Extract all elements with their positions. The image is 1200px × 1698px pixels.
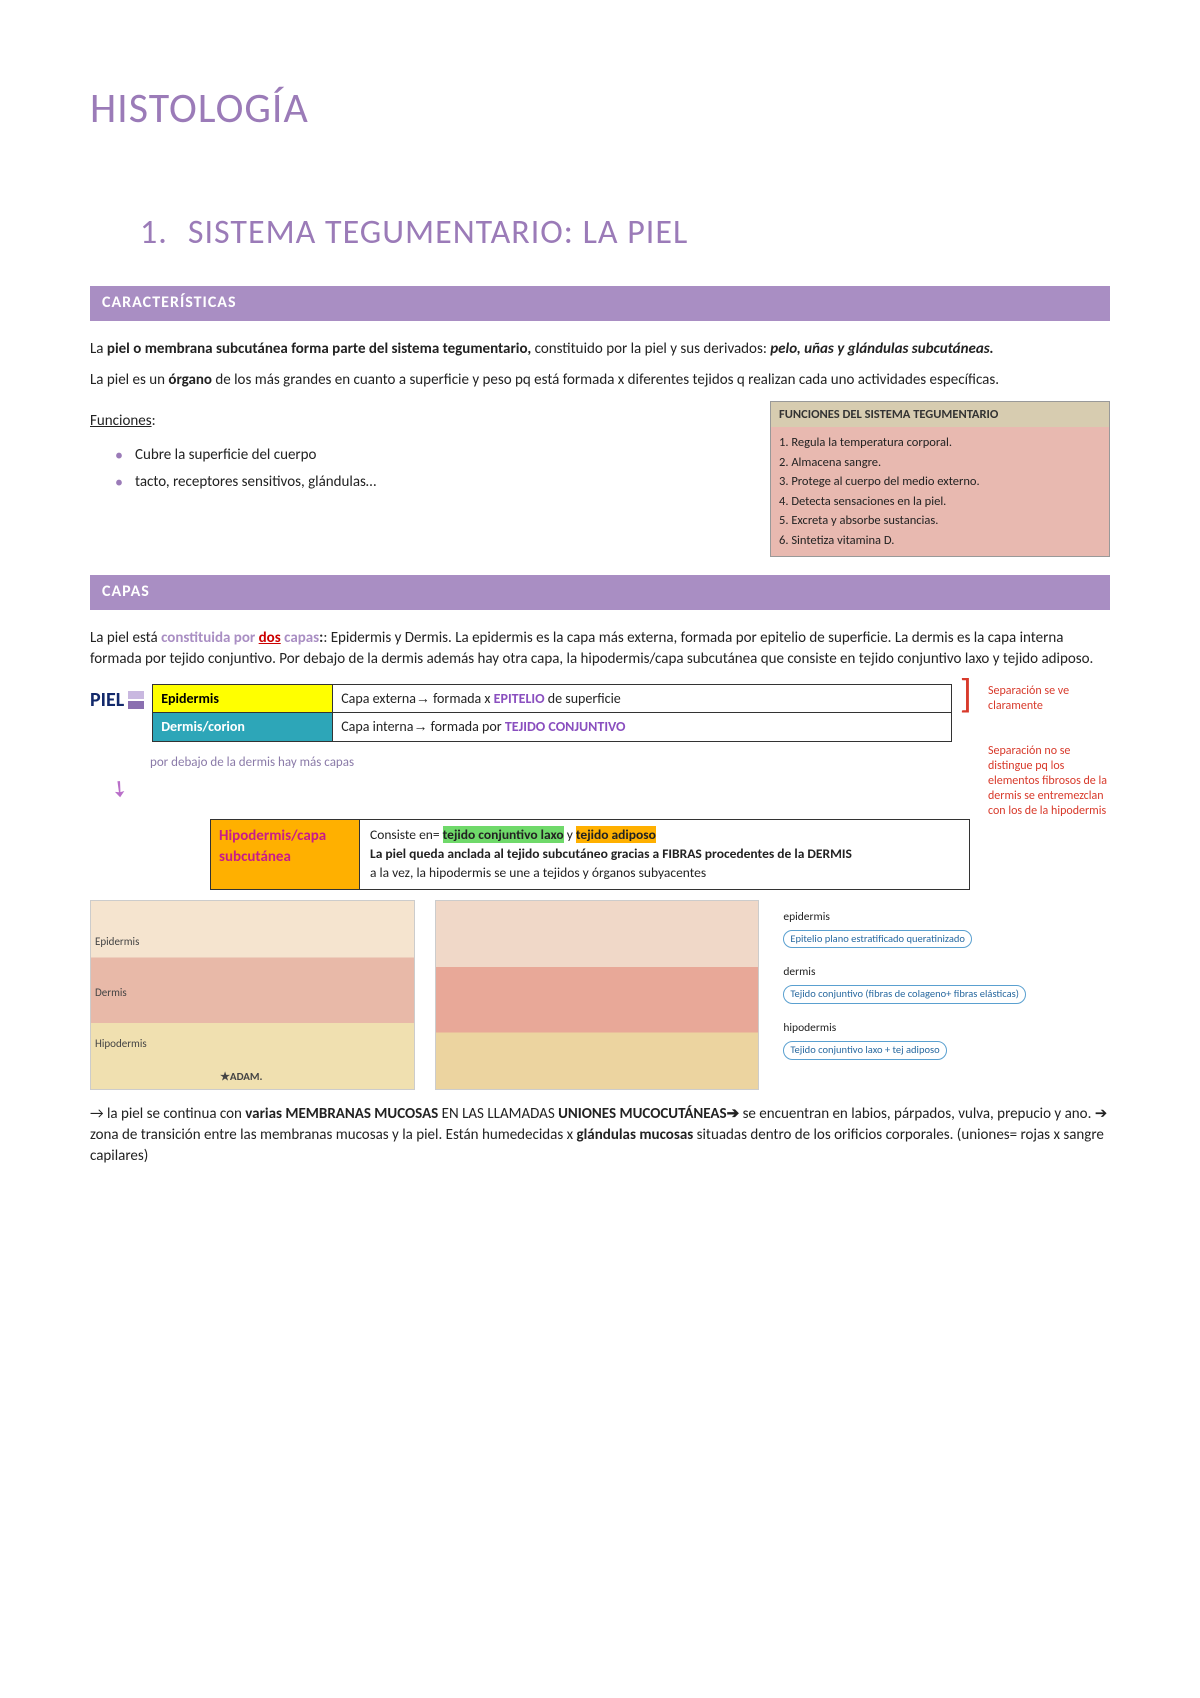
layers-diagram: PIEL Epidermis Capa externa→ formada x E… bbox=[90, 684, 1110, 742]
illustration-row: Epidermis Dermis Hipodermis ★ADAM. epide… bbox=[90, 900, 1110, 1090]
funciones-list: Cubre la superficie del cuerpo tacto, re… bbox=[90, 442, 740, 496]
skin-illustration-1: Epidermis Dermis Hipodermis ★ADAM. bbox=[90, 900, 415, 1090]
cell-dermis-desc: Capa interna→ formada por TEJIDO CONJUNT… bbox=[333, 713, 952, 742]
list-item: Cubre la superficie del cuerpo bbox=[135, 442, 740, 469]
funciones-box: FUNCIONES DEL SISTEMA TEGUMENTARIO 1. Re… bbox=[770, 401, 1110, 558]
bracket-icon: ] bbox=[960, 684, 972, 704]
cell-dermis: Dermis/corion bbox=[153, 713, 333, 742]
skin-illustration-2 bbox=[435, 900, 760, 1090]
band-capas: CAPAS bbox=[90, 575, 1110, 609]
funcbox-item: 5. Excreta y absorbe sustancias. bbox=[779, 511, 1101, 531]
funcbox-item: 2. Almacena sangre. bbox=[779, 453, 1101, 473]
capas-paragraph: La piel está constituida por dos capas::… bbox=[90, 628, 1110, 670]
arrow-down-icon: ➘ bbox=[102, 772, 136, 807]
intro-paragraph-2: La piel es un órgano de los más grandes … bbox=[90, 370, 1110, 391]
hipodermis-row: Hipodermis/capasubcutánea Consiste en= t… bbox=[210, 819, 970, 890]
page-title: HISTOLOGÍA bbox=[90, 80, 1110, 139]
cell-epidermis: Epidermis bbox=[153, 684, 333, 713]
skin-illustration-legend: epidermis Epitelio plano estratificado q… bbox=[779, 900, 1110, 1090]
funcbox-item: 1. Regula la temperatura corporal. bbox=[779, 433, 1101, 453]
section-number: 1. bbox=[140, 212, 168, 253]
section-text: SISTEMA TEGUMENTARIO: LA PIEL bbox=[188, 212, 688, 253]
note-under: por debajo de la dermis hay más capas bbox=[150, 754, 980, 772]
funcbox-item: 4. Detecta sensaciones en la piel. bbox=[779, 492, 1101, 512]
hipo-label: Hipodermis/capasubcutánea bbox=[210, 819, 360, 890]
funcbox-item: 3. Protege al cuerpo del medio externo. bbox=[779, 472, 1101, 492]
cell-epidermis-desc: Capa externa→ formada x EPITELIO de supe… bbox=[333, 684, 952, 713]
list-item: tacto, receptores sensitivos, glándulas… bbox=[135, 469, 740, 496]
mucosas-paragraph: → la piel se continua con varias MEMBRAN… bbox=[90, 1104, 1110, 1167]
section-heading: 1. SISTEMA TEGUMENTARIO: LA PIEL bbox=[140, 209, 1110, 257]
hipo-desc: Consiste en= tejido conjuntivo laxo y te… bbox=[360, 819, 970, 890]
side-note-2: Separación no se distingue pq los elemen… bbox=[980, 744, 1110, 819]
funcbox-item: 6. Sintetiza vitamina D. bbox=[779, 531, 1101, 551]
side-note-1: Separación se ve claramente bbox=[980, 684, 1110, 714]
funciones-label: Funciones: bbox=[90, 411, 740, 432]
intro-paragraph-1: La piel o membrana subcutánea forma part… bbox=[90, 339, 1110, 360]
band-caracteristicas: CARACTERÍSTICAS bbox=[90, 286, 1110, 320]
funcbox-head: FUNCIONES DEL SISTEMA TEGUMENTARIO bbox=[771, 402, 1109, 428]
layers-table: Epidermis Capa externa→ formada x EPITEL… bbox=[152, 684, 952, 742]
piel-legend-icon bbox=[128, 691, 144, 709]
piel-label: PIEL bbox=[90, 684, 144, 714]
